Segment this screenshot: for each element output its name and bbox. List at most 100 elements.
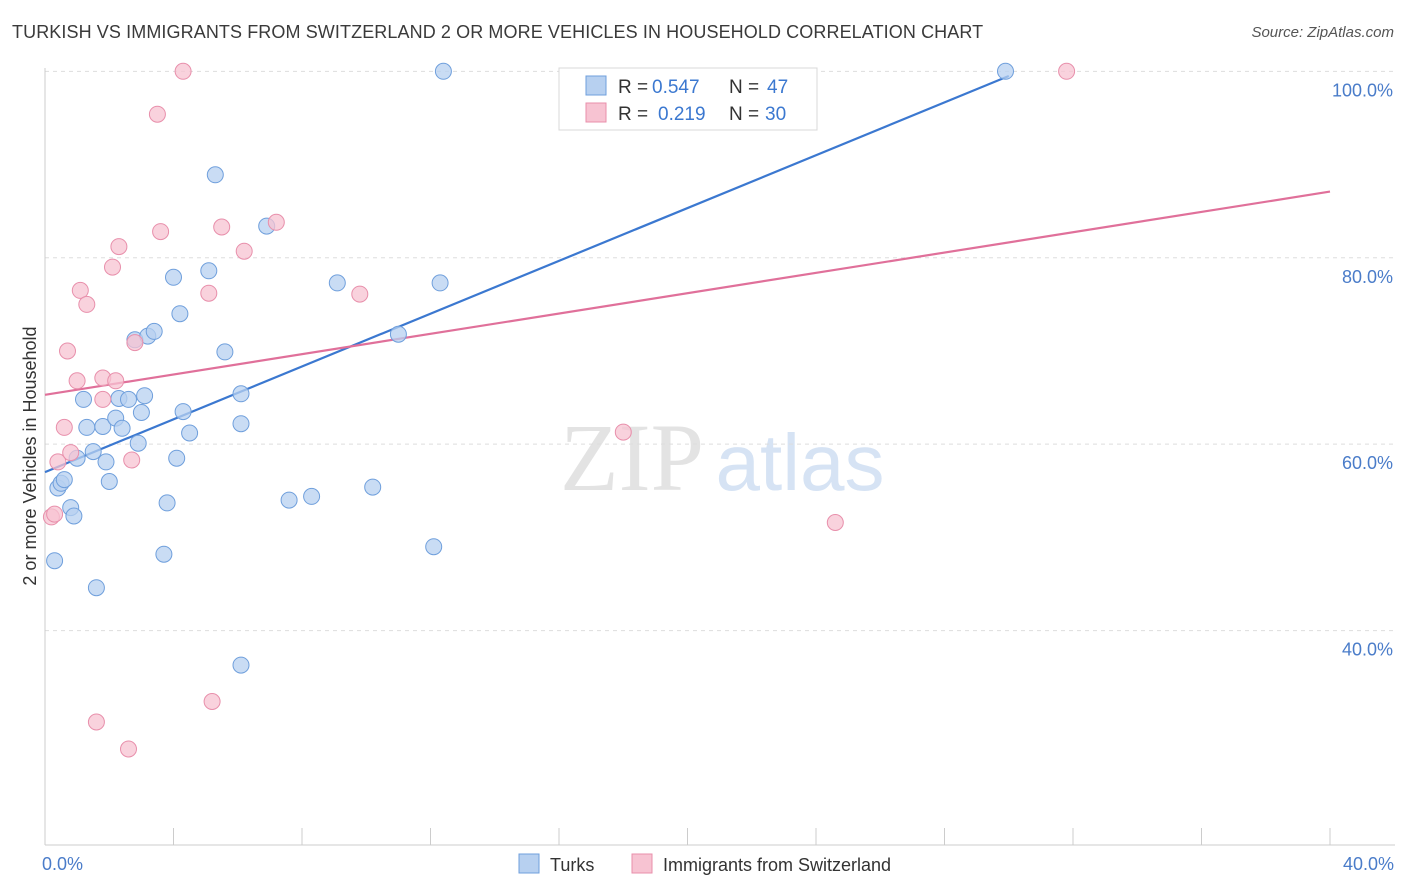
data-point-swiss <box>49 453 67 471</box>
legend-r-label-swiss: R = <box>618 104 648 125</box>
legend-swatch-turks <box>585 75 607 96</box>
data-point-turks <box>145 322 163 340</box>
data-point-turks <box>232 656 250 674</box>
series-legend-swatch-turks <box>518 853 540 874</box>
data-point-swiss <box>174 62 192 80</box>
tick-labels: 40.0% 60.0% 80.0% 100.0% 0.0% 40.0% <box>42 80 1394 874</box>
y-tick-label: 40.0% <box>1342 640 1393 660</box>
data-point-turks <box>65 507 83 525</box>
data-point-turks <box>78 418 96 436</box>
data-point-swiss <box>200 284 218 302</box>
data-point-swiss <box>123 451 141 469</box>
data-point-swiss <box>55 418 73 436</box>
data-point-turks <box>100 473 118 490</box>
data-point-turks <box>158 494 176 512</box>
data-point-turks <box>206 166 224 184</box>
legend-n-label-turks: N = <box>729 77 759 98</box>
data-point-turks <box>120 390 137 408</box>
axes <box>44 68 1395 846</box>
data-point-turks <box>55 471 73 489</box>
data-point-swiss <box>62 444 80 462</box>
data-point-turks <box>94 418 112 435</box>
trend-line-turks <box>44 74 1010 474</box>
legend-n-value-swiss: 30 <box>765 104 786 125</box>
data-point-turks <box>431 274 449 292</box>
data-point-turks <box>129 434 147 452</box>
y-tick-label: 100.0% <box>1332 80 1393 100</box>
data-point-swiss <box>71 281 89 299</box>
data-point-swiss <box>152 223 170 241</box>
data-point-turks <box>75 390 92 408</box>
chart-title: TURKISH VS IMMIGRANTS FROM SWITZERLAND 2… <box>12 22 984 42</box>
data-point-turks <box>200 262 218 280</box>
series-legend-label-turks: Turks <box>550 855 594 875</box>
legend-n-value-turks: 47 <box>767 77 788 98</box>
data-point-turks <box>171 305 189 323</box>
data-point-turks <box>181 424 199 442</box>
data-point-swiss <box>267 213 285 231</box>
data-point-swiss <box>614 423 632 441</box>
legend-r-value-swiss: 0.219 <box>658 104 706 125</box>
y-tick-label: 60.0% <box>1342 453 1393 473</box>
data-point-turks <box>216 343 234 361</box>
series-legend: Turks Immigrants from Switzerland <box>518 853 891 875</box>
data-point-turks <box>364 478 382 496</box>
data-point-turks <box>232 415 250 433</box>
legend-n-label-swiss: N = <box>729 104 759 125</box>
data-point-swiss <box>110 238 128 256</box>
trend-line-swiss <box>44 190 1331 396</box>
x-tick-label-min: 0.0% <box>42 854 83 874</box>
data-point-turks <box>46 552 64 570</box>
stats-legend: R = 0.547 N = 47 R = 0.219 N = 30 <box>558 67 818 131</box>
data-point-swiss <box>87 713 105 731</box>
data-point-turks <box>328 274 346 292</box>
data-point-turks <box>280 491 298 509</box>
watermark-atlas: atlas <box>716 418 885 507</box>
legend-swatch-swiss <box>585 102 607 123</box>
y-tick-label: 80.0% <box>1342 267 1393 287</box>
data-point-turks <box>84 443 102 461</box>
data-point-swiss <box>120 740 137 758</box>
legend-r-value-turks: 0.547 <box>652 77 700 98</box>
data-point-turks <box>168 449 186 467</box>
watermark: ZIP atlas <box>560 404 884 511</box>
data-point-swiss <box>203 693 221 710</box>
legend-r-label-turks: R = <box>618 77 648 98</box>
data-point-swiss <box>235 242 253 260</box>
data-point-turks <box>174 403 192 421</box>
data-point-swiss <box>78 295 96 313</box>
y-axis-title: 2 or more Vehicles in Household <box>20 326 40 585</box>
data-point-swiss <box>59 342 76 360</box>
data-point-turks <box>97 453 115 471</box>
data-point-turks <box>87 579 105 597</box>
data-point-turks <box>997 62 1014 80</box>
source-credit: Source: ZipAtlas.com <box>1251 24 1394 41</box>
data-point-turks <box>132 404 150 421</box>
watermark-zip: ZIP <box>560 404 704 511</box>
data-point-turks <box>303 487 321 505</box>
data-point-swiss <box>826 514 844 531</box>
data-point-swiss <box>68 372 86 390</box>
series-legend-swatch-swiss <box>631 853 653 874</box>
grid-lines <box>45 70 1395 632</box>
x-tick-label-max: 40.0% <box>1343 854 1394 874</box>
data-point-turks <box>434 62 452 80</box>
data-points <box>42 62 1076 758</box>
data-point-swiss <box>148 105 166 123</box>
series-legend-label-swiss: Immigrants from Switzerland <box>663 855 891 875</box>
data-point-turks <box>155 545 173 563</box>
data-point-turks <box>425 538 443 556</box>
data-point-swiss <box>126 334 144 352</box>
data-point-turks <box>232 385 250 403</box>
data-point-swiss <box>213 218 231 236</box>
data-point-swiss <box>46 505 64 523</box>
data-point-swiss <box>351 285 369 303</box>
data-point-turks <box>165 268 182 286</box>
data-point-turks <box>136 387 154 405</box>
trend-lines <box>44 74 1331 474</box>
data-point-swiss <box>104 258 121 276</box>
data-point-turks <box>113 419 131 437</box>
data-point-turks <box>389 325 407 343</box>
data-point-swiss <box>94 390 112 408</box>
